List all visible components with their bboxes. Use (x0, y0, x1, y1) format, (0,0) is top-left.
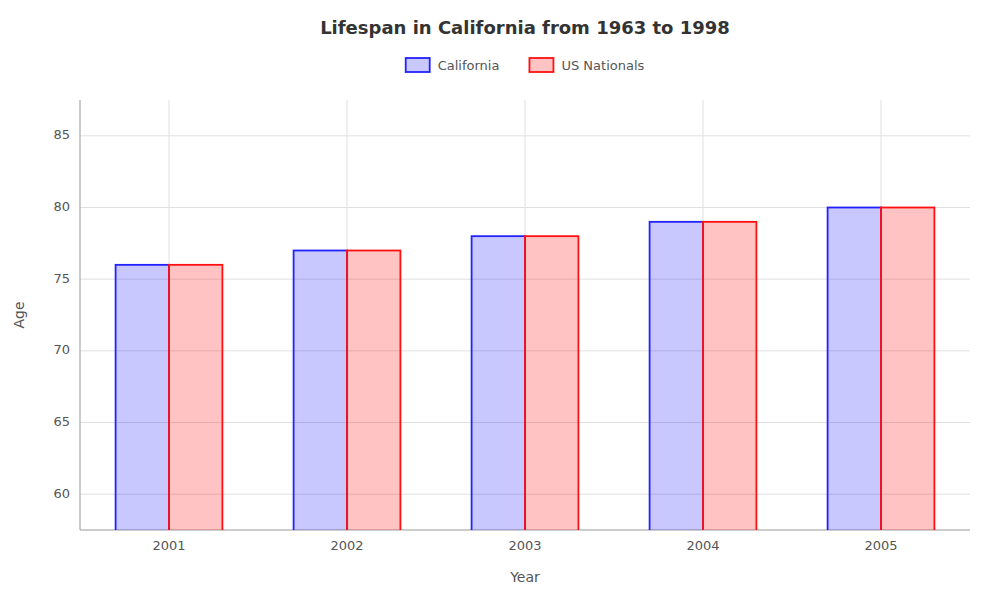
legend-swatch (529, 58, 553, 72)
title: Lifespan in California from 1963 to 1998 (320, 17, 730, 38)
x-tick-label: 2005 (864, 538, 897, 553)
bar (828, 208, 881, 531)
bar (472, 236, 525, 530)
legend-label: California (438, 58, 500, 73)
legend: California US Nationals (406, 58, 645, 73)
chart: 60 65 70 75 80 85 2001 2002 2003 2004 2005 Year Age L… (0, 0, 1000, 600)
legend-item: US Nationals (529, 58, 644, 73)
bar (169, 265, 222, 530)
chart-container: 60 65 70 75 80 85 2001 2002 2003 2004 2005 Year Age L… (0, 0, 1000, 600)
bars (116, 208, 935, 531)
bar (650, 222, 703, 530)
y-tick-label: 60 (53, 486, 70, 501)
bar (525, 236, 578, 530)
y-tick-label: 75 (53, 271, 70, 286)
legend-swatch (406, 58, 430, 72)
y-axis-label: Age (11, 301, 27, 328)
x-tick-label: 2002 (330, 538, 363, 553)
bar (881, 208, 934, 531)
y-tick-label: 80 (53, 199, 70, 214)
y-axis-line (80, 100, 81, 530)
x-tick-label: 2001 (152, 538, 185, 553)
x-axis-label: Year (509, 569, 540, 585)
y-tick-label: 65 (53, 414, 70, 429)
bar (294, 251, 347, 531)
y-tick-label: 70 (53, 342, 70, 357)
x-tick-label: 2004 (686, 538, 719, 553)
bar (703, 222, 756, 530)
legend-label: US Nationals (561, 58, 644, 73)
bar (116, 265, 169, 530)
legend-item: California (406, 58, 500, 73)
x-tick-label: 2003 (508, 538, 541, 553)
y-tick-label: 85 (53, 127, 70, 142)
bar (347, 251, 400, 531)
